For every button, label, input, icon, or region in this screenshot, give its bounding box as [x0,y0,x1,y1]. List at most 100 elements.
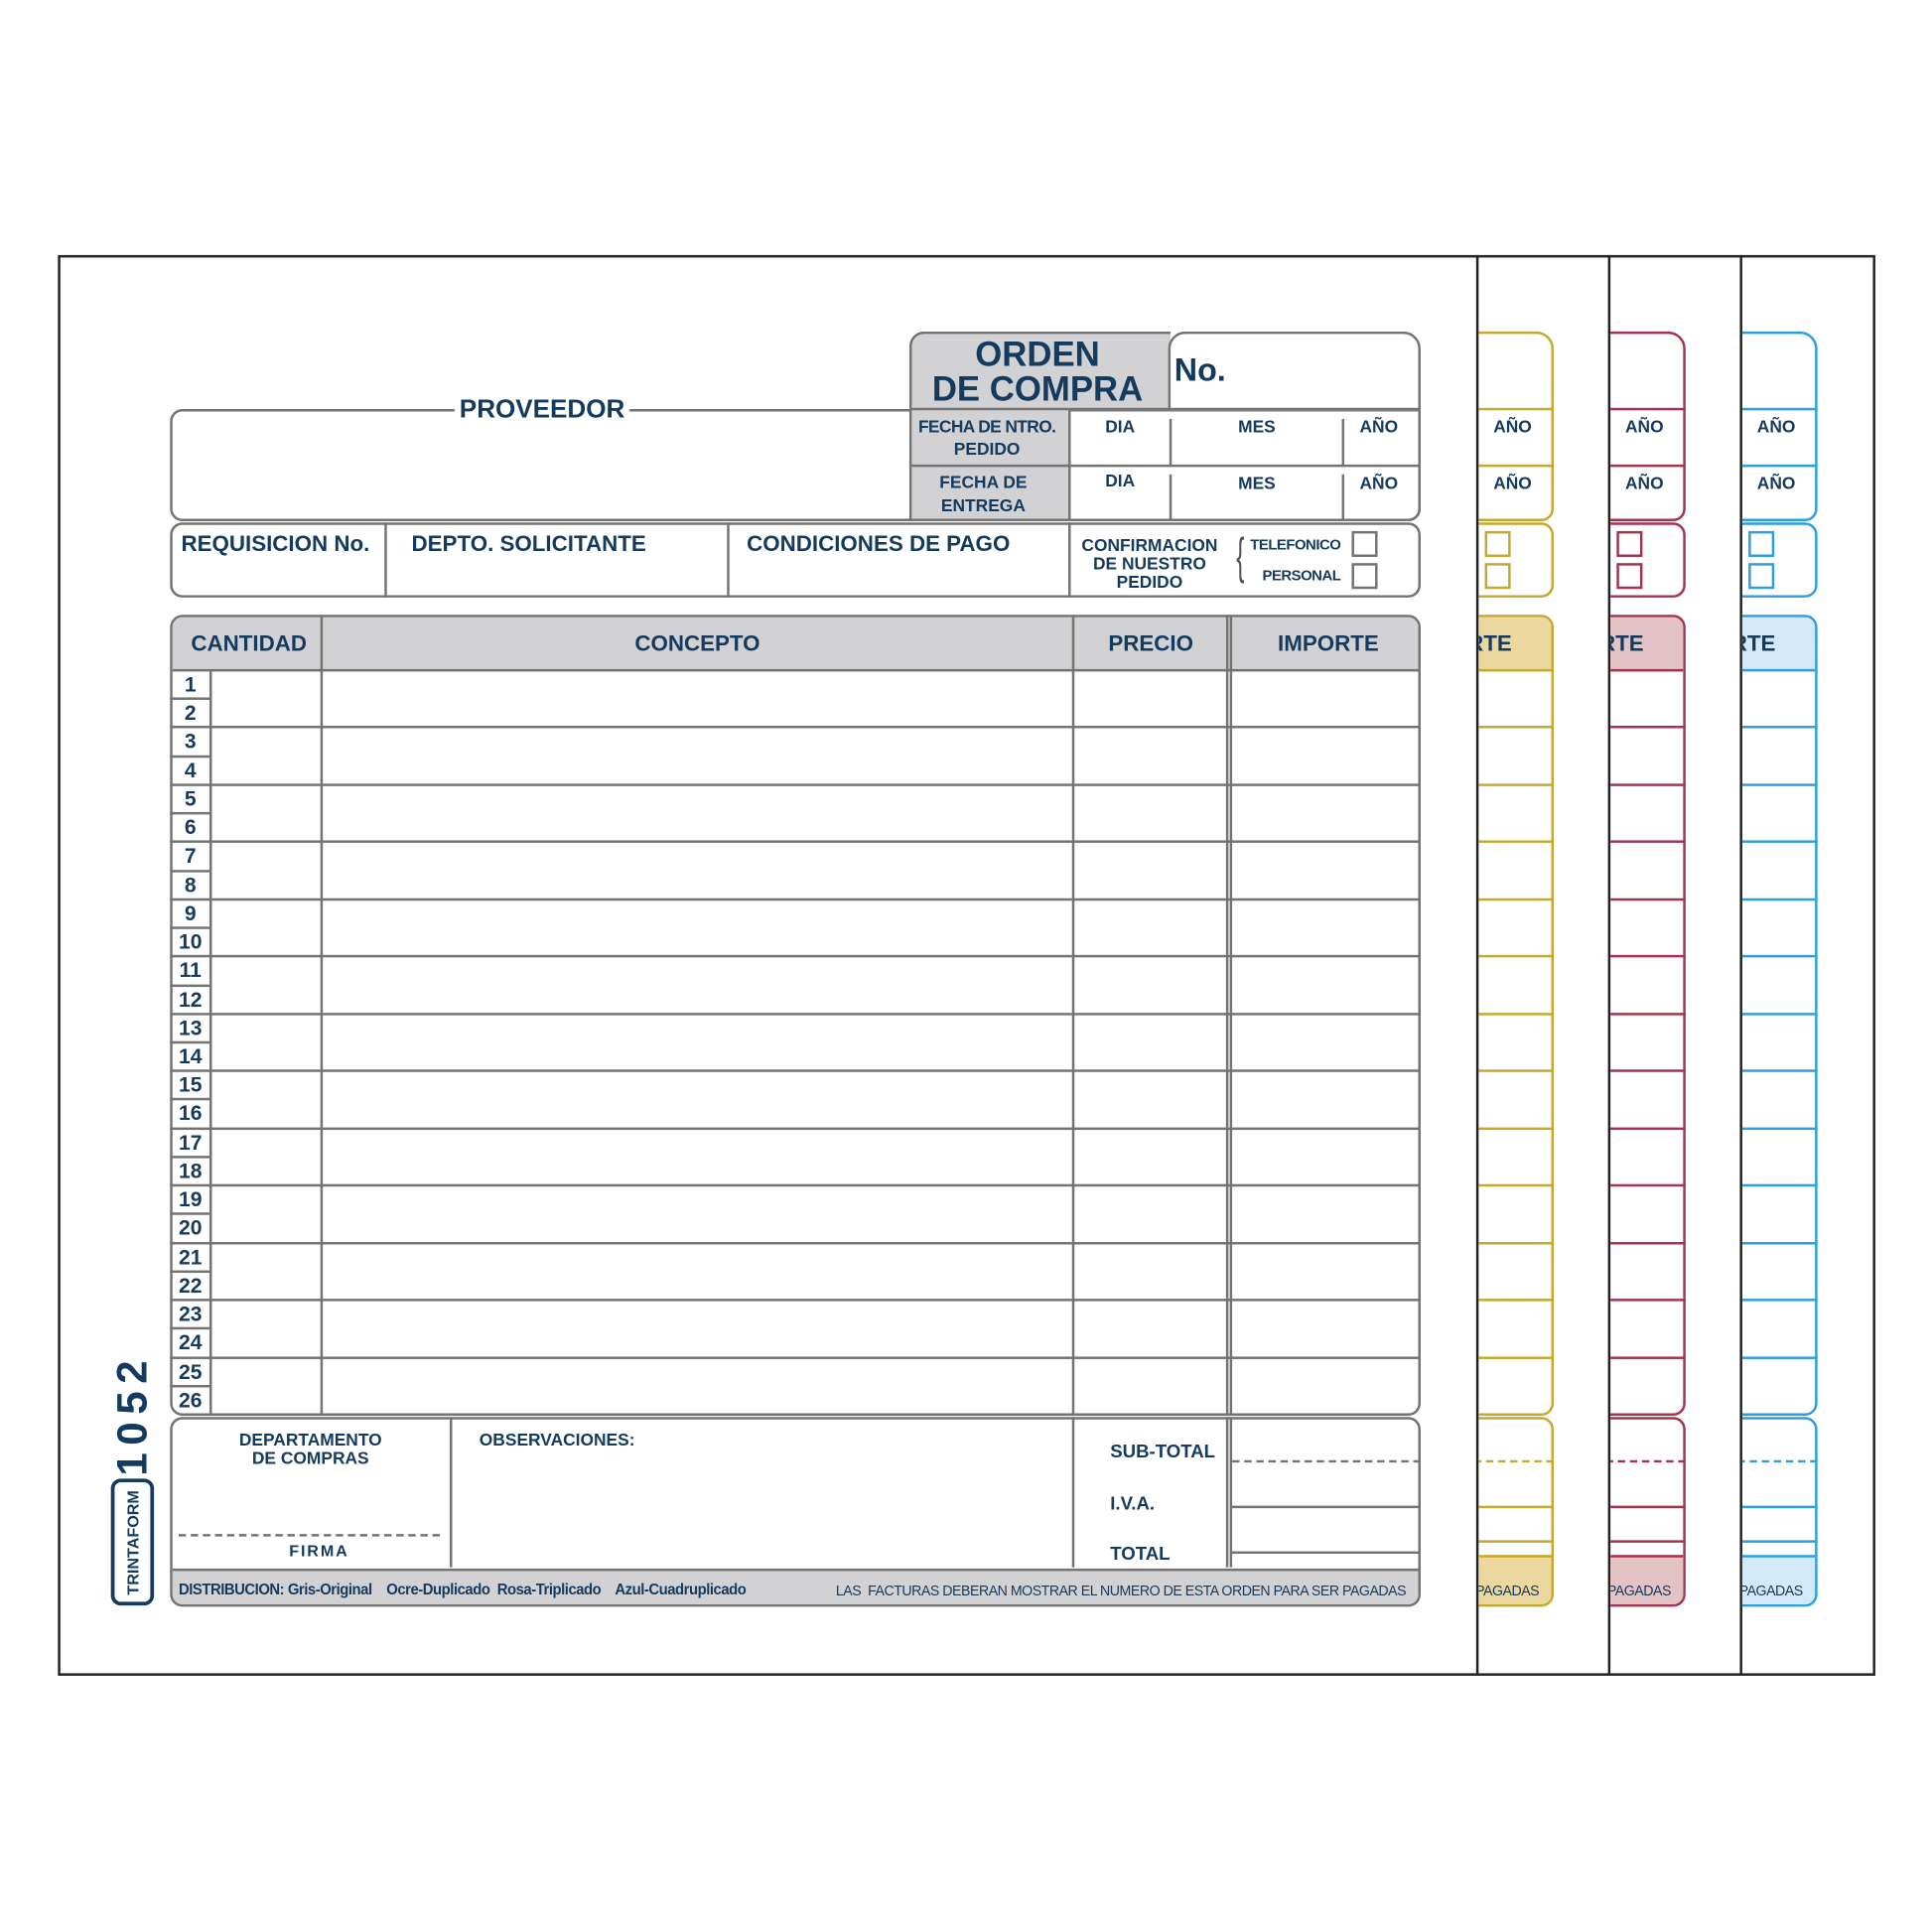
order-day-field[interactable]: DIA [1105,416,1136,437]
row-line [1610,783,1686,786]
table-row[interactable] [210,1128,1421,1157]
delivery-day-field[interactable]: DIA [1105,471,1136,490]
copy-invoice-notice: LAS FACTURAS DEBERAN MOSTRAR EL NUMERO D… [1741,1582,1803,1599]
row-line [1741,897,1818,901]
row-line [1741,955,1818,958]
copy-items-table [1610,615,1686,1417]
row-line [170,812,211,815]
row-line [170,869,211,873]
copy-personal-checkbox [1484,563,1511,590]
date-label-column [911,410,1070,519]
table-row[interactable] [210,1100,1421,1129]
requisition-field[interactable]: REQUISICION No. [181,530,370,556]
table-row[interactable] [210,1157,1421,1185]
confirmation-label: PEDIDO [1116,571,1183,592]
row-line [1741,1241,1818,1245]
table-row[interactable] [210,928,1421,957]
divider [384,522,387,598]
row-number: 7 [184,844,197,869]
row-line [1478,1241,1555,1245]
row-line [170,1299,1421,1302]
copy-items-table [1741,615,1818,1417]
row-number: 10 [178,930,203,954]
table-row[interactable] [210,1185,1421,1214]
order-date-label: FECHA DE NTRO. [917,416,1056,437]
confirmation-label: DE NUESTRO [1092,553,1206,574]
delivery-month-field[interactable]: MES [1238,473,1276,493]
copy-personal-checkbox [1616,563,1643,590]
table-row[interactable] [210,1328,1421,1357]
table-row[interactable] [210,1272,1421,1301]
copy-date-block [1610,331,1686,521]
table-row[interactable] [210,1357,1421,1386]
copy-phone-checkbox [1748,530,1775,557]
copy-form: AÑO AÑO IMPORTE LAS FACTURAS DEBERAN MOSTRA… [1610,255,1741,1675]
table-row[interactable] [210,1243,1421,1272]
row-line [1610,840,1686,844]
table-row[interactable] [210,899,1421,928]
table-row[interactable] [210,985,1421,1014]
row-number: 3 [184,730,197,754]
copy-year-label: AÑO [1625,416,1664,437]
row-number: 25 [178,1359,203,1384]
row-number: 16 [178,1102,203,1126]
order-number-field[interactable] [1168,331,1421,411]
copy-year-label: AÑO [1756,416,1796,437]
table-row[interactable] [210,1014,1421,1042]
phone-checkbox[interactable] [1351,530,1378,557]
order-year-field[interactable]: AÑO [1359,416,1399,437]
brand-logo: TRINTAFORM [110,1478,155,1606]
row-line [1610,1012,1686,1016]
title-line-1: ORDEN [975,335,1100,374]
table-row[interactable] [210,842,1421,871]
table-row[interactable] [210,1042,1421,1071]
distribution-text: DISTRIBUCION: Gris-Original Ocre-Duplica… [178,1580,747,1598]
copy-table-header [1610,617,1684,672]
copy-confirmation-box [1741,522,1818,598]
payment-terms-field[interactable]: CONDICIONES DE PAGO [747,530,1011,556]
table-row[interactable] [210,784,1421,813]
table-row[interactable] [210,699,1421,728]
row-line [170,1040,211,1044]
signature-line[interactable] [178,1534,441,1537]
table-row[interactable] [210,1386,1421,1415]
table-row[interactable] [210,813,1421,842]
table-row[interactable] [210,728,1421,757]
copy-invoice-notice: LAS FACTURAS DEBERAN MOSTRAR EL NUMERO D… [1610,1582,1671,1599]
table-row[interactable] [210,871,1421,899]
copy-personal-checkbox [1748,563,1775,590]
order-month-field[interactable]: MES [1238,416,1276,437]
items-table [170,615,1421,1417]
observations-field[interactable]: OBSERVACIONES: [479,1429,635,1449]
table-row[interactable] [210,670,1421,699]
divider [1229,1417,1233,1568]
copy-year-label: AÑO [1493,473,1532,493]
row-line [1478,897,1555,901]
table-row[interactable] [210,1300,1421,1328]
order-info-row [170,522,1421,598]
row-line [1741,1012,1818,1016]
footer-box [170,1417,1421,1607]
brace-icon: { [1236,529,1245,585]
table-row[interactable] [210,956,1421,985]
copy-form: AÑO AÑO IMPORTE LAS FACTURAS DEBERAN MOSTRA… [1741,255,1873,1675]
row-line [1478,955,1555,958]
row-line [170,955,1421,958]
delivery-year-field[interactable]: AÑO [1359,473,1399,493]
copy-divider [1739,254,1742,1675]
personal-checkbox[interactable] [1351,563,1378,590]
row-line [1478,1127,1555,1130]
copy-year-label: AÑO [1493,416,1532,437]
table-row[interactable] [210,757,1421,785]
copy-date-block [1741,331,1818,521]
copy-items-table [1478,615,1555,1417]
row-line [170,1384,211,1388]
table-row[interactable] [210,1071,1421,1100]
row-line [170,1098,211,1101]
row-line [170,1355,1421,1359]
divider [1610,407,1686,411]
department-field[interactable]: DEPTO. SOLICITANTE [411,530,646,556]
table-row[interactable] [210,1214,1421,1243]
copy-subtotal-line [1741,1459,1818,1463]
header-amount: IMPORTE [1278,630,1379,656]
